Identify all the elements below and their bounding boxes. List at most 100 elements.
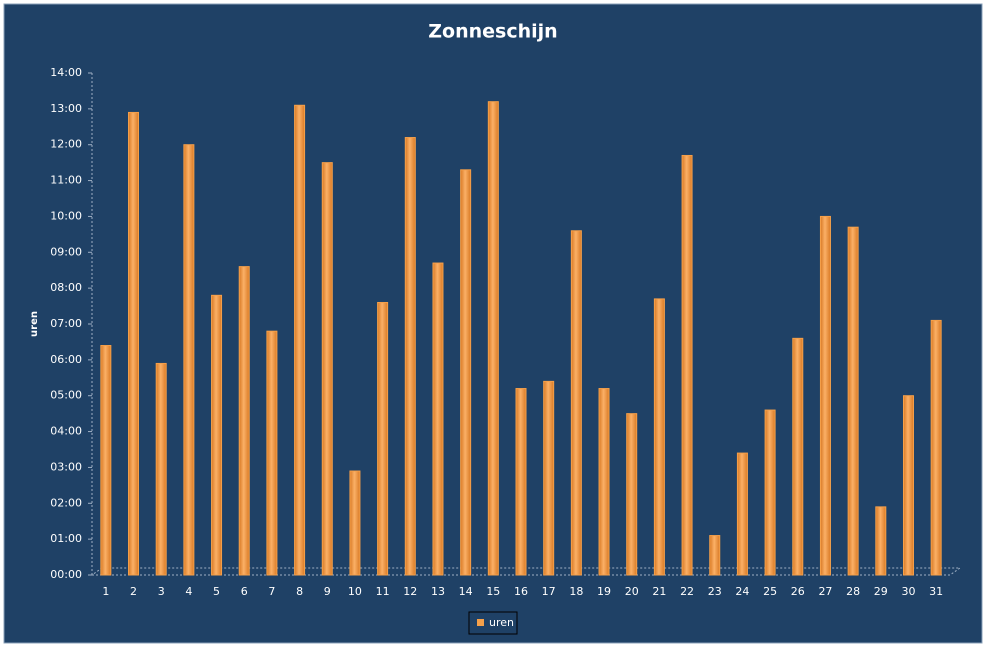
bar <box>128 111 140 576</box>
bar-group <box>736 452 748 576</box>
y-tick-label: 06:00 <box>50 353 82 366</box>
y-tick-label: 12:00 <box>50 138 82 151</box>
y-tick-label: 00:00 <box>50 568 82 581</box>
y-tick-label: 14:00 <box>50 66 82 79</box>
bar-group <box>681 154 693 576</box>
bar <box>875 506 887 576</box>
y-tick-label: 07:00 <box>50 317 82 330</box>
bar-group <box>819 215 831 576</box>
bar <box>543 380 555 576</box>
bar-group <box>128 111 140 576</box>
y-tick-label: 13:00 <box>50 102 82 115</box>
bar-group <box>902 395 914 576</box>
bar-group <box>294 104 306 576</box>
bar-group <box>321 162 333 576</box>
bar-group <box>183 144 195 576</box>
chart-title: Zonneschijn <box>428 21 557 43</box>
bar <box>626 413 638 576</box>
x-tick-label: 29 <box>874 585 888 598</box>
x-tick-label: 17 <box>542 585 556 598</box>
bar-group <box>930 319 942 576</box>
y-tick-label: 09:00 <box>50 245 82 258</box>
y-tick-label: 11:00 <box>50 174 82 187</box>
bar <box>432 262 444 576</box>
x-tick-label: 3 <box>158 585 165 598</box>
x-tick-label: 4 <box>185 585 192 598</box>
y-tick-label: 03:00 <box>50 460 82 473</box>
bar <box>460 169 472 576</box>
bar <box>736 452 748 576</box>
y-tick-label: 10:00 <box>50 209 82 222</box>
bar <box>930 319 942 576</box>
bar <box>847 226 859 576</box>
x-tick-label: 30 <box>901 585 915 598</box>
x-tick-label: 21 <box>652 585 666 598</box>
x-tick-label: 19 <box>597 585 611 598</box>
x-tick-label: 20 <box>625 585 639 598</box>
bar <box>266 330 278 576</box>
bar-group <box>570 230 582 576</box>
x-tick-label: 7 <box>268 585 275 598</box>
x-tick-label: 2 <box>130 585 137 598</box>
x-tick-label: 25 <box>763 585 777 598</box>
bar <box>183 144 195 576</box>
bar-group <box>543 380 555 576</box>
x-tick-label: 10 <box>348 585 362 598</box>
bar-group <box>266 330 278 576</box>
bar-group <box>764 409 776 576</box>
x-tick-label: 18 <box>569 585 583 598</box>
x-tick-label: 23 <box>708 585 722 598</box>
x-tick-label: 12 <box>403 585 417 598</box>
bar <box>570 230 582 576</box>
x-tick-label: 5 <box>213 585 220 598</box>
bar <box>792 337 804 576</box>
y-axis-label: uren <box>29 311 40 337</box>
bar <box>487 101 499 576</box>
bar-group <box>598 388 610 576</box>
bar <box>902 395 914 576</box>
legend-swatch <box>477 619 484 626</box>
bar-group <box>653 298 665 576</box>
bar <box>709 535 721 576</box>
bar <box>515 388 527 576</box>
bar <box>238 266 250 576</box>
x-tick-label: 11 <box>376 585 390 598</box>
bar <box>211 294 223 576</box>
x-tick-label: 22 <box>680 585 694 598</box>
bar <box>681 154 693 576</box>
x-tick-label: 8 <box>296 585 303 598</box>
bar <box>377 301 389 576</box>
legend-box <box>468 611 518 635</box>
y-tick-label: 01:00 <box>50 532 82 545</box>
bar <box>349 470 361 576</box>
bar-group <box>847 226 859 576</box>
bar-group <box>404 137 416 576</box>
bar-group <box>432 262 444 576</box>
x-tick-label: 31 <box>929 585 943 598</box>
bar-group <box>100 345 112 576</box>
x-tick-label: 9 <box>324 585 331 598</box>
y-tick-label: 05:00 <box>50 389 82 402</box>
bar <box>819 215 831 576</box>
bar <box>155 362 167 576</box>
y-tick-label: 08:00 <box>50 281 82 294</box>
x-tick-label: 13 <box>431 585 445 598</box>
x-tick-label: 26 <box>791 585 805 598</box>
bar-group <box>626 413 638 576</box>
x-tick-label: 14 <box>459 585 473 598</box>
bar-group <box>211 294 223 576</box>
bar-group <box>709 535 721 576</box>
bar-group <box>377 301 389 576</box>
bar <box>404 137 416 576</box>
bar-group <box>487 101 499 576</box>
x-tick-label: 27 <box>818 585 832 598</box>
bar-group <box>792 337 804 576</box>
bar-group <box>349 470 361 576</box>
bar <box>653 298 665 576</box>
bar-group <box>515 388 527 576</box>
x-tick-label: 16 <box>514 585 528 598</box>
x-tick-label: 28 <box>846 585 860 598</box>
x-tick-label: 24 <box>735 585 749 598</box>
